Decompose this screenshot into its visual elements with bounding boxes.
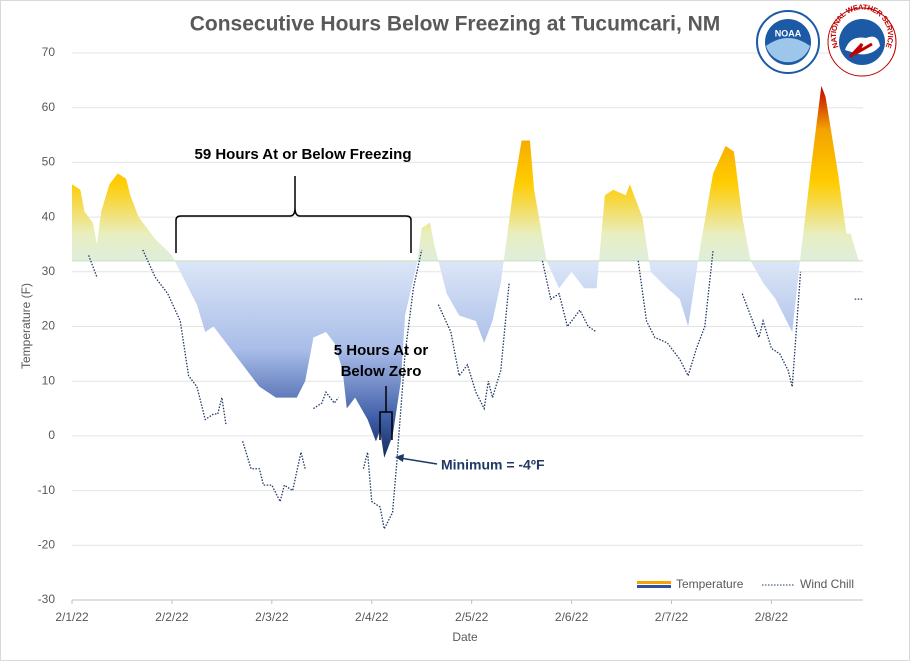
x-tick-label: 2/4/22 bbox=[355, 610, 389, 624]
wind-chill-line bbox=[88, 249, 863, 531]
y-tick-label: 10 bbox=[42, 373, 56, 387]
plot bbox=[72, 85, 863, 531]
y-tick-label: -30 bbox=[38, 592, 56, 606]
legend: Temperature Wind Chill bbox=[637, 577, 854, 591]
freezing-annotation: 59 Hours At or Below Freezing bbox=[195, 146, 412, 163]
x-tick-label: 2/5/22 bbox=[455, 610, 489, 624]
y-tick-label: 30 bbox=[42, 264, 56, 278]
zero-annotation: 5 Hours At or bbox=[334, 342, 429, 359]
x-tick-label: 2/7/22 bbox=[655, 610, 689, 624]
y-tick-label: 20 bbox=[42, 319, 56, 333]
legend-label: Temperature bbox=[676, 577, 744, 591]
noaa-logo: NOAA bbox=[756, 10, 820, 74]
y-tick-label: 40 bbox=[42, 209, 56, 223]
y-tick-label: 0 bbox=[48, 428, 55, 442]
x-tick-label: 2/8/22 bbox=[755, 610, 789, 624]
minimum-annotation: Minimum = -4ºF bbox=[441, 457, 545, 473]
temperature-area bbox=[72, 85, 863, 458]
zero-bracket bbox=[379, 386, 393, 440]
legend-swatch bbox=[637, 581, 671, 584]
minimum-arrow bbox=[399, 457, 438, 465]
y-tick-label: -10 bbox=[38, 483, 56, 497]
y-tick-label: 50 bbox=[42, 155, 56, 169]
chart-title: Consecutive Hours Below Freezing at Tucu… bbox=[190, 13, 721, 36]
x-tick-label: 2/6/22 bbox=[555, 610, 589, 624]
x-axis-title: Date bbox=[452, 630, 478, 644]
y-tick-label: 70 bbox=[42, 45, 56, 59]
legend-label: Wind Chill bbox=[800, 577, 854, 591]
x-tick-label: 2/1/22 bbox=[55, 610, 89, 624]
y-tick-label: 60 bbox=[42, 100, 56, 114]
logo-text: NOAA bbox=[775, 28, 802, 38]
zero-annotation: Below Zero bbox=[341, 363, 422, 380]
legend-swatch bbox=[637, 585, 671, 588]
freezing-brace bbox=[175, 176, 412, 253]
y-axis-title: Temperature (F) bbox=[19, 283, 33, 369]
x-tick-label: 2/3/22 bbox=[255, 610, 289, 624]
y-tick-label: -20 bbox=[38, 537, 56, 551]
minimum-arrowhead bbox=[395, 454, 404, 462]
nws-logo: NATIONAL WEATHER SERVICE bbox=[827, 2, 897, 77]
x-tick-label: 2/2/22 bbox=[155, 610, 189, 624]
